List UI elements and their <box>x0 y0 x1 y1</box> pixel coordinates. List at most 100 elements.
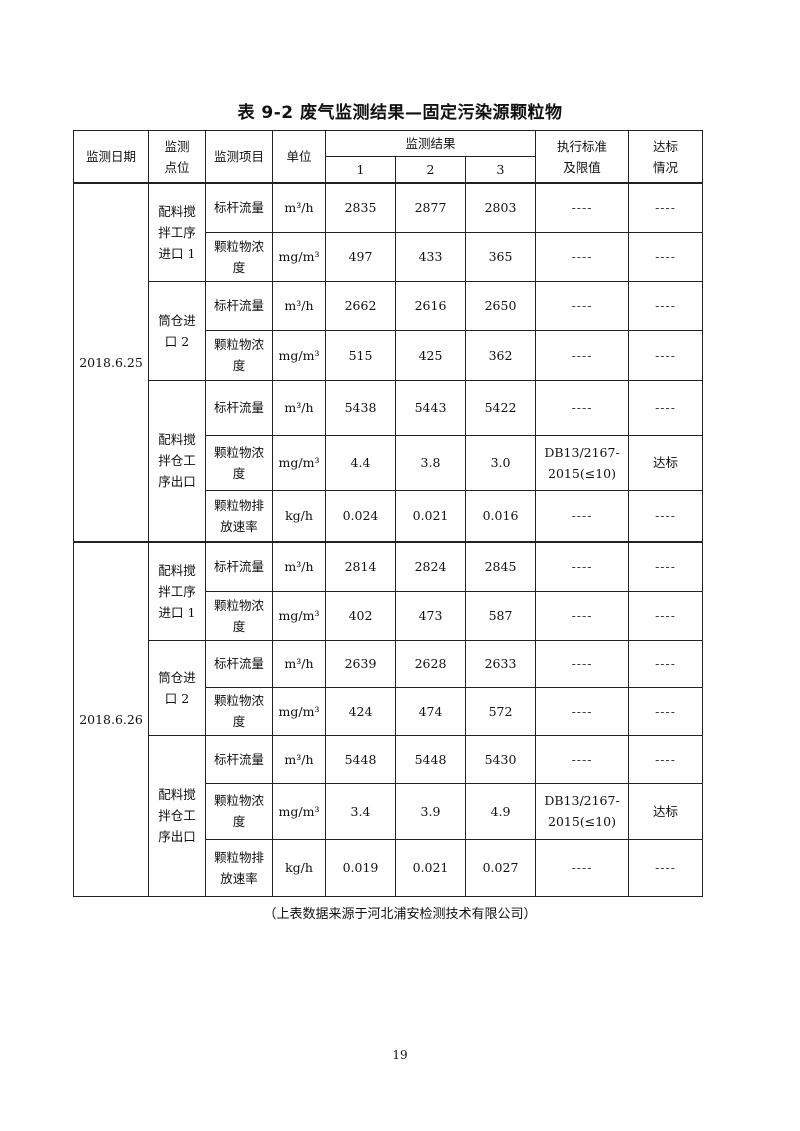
table-row: 颗粒物浓度 mg/m³ 515 425 362 ---- ---- <box>74 329 704 381</box>
value-cell-1: 497 <box>325 231 396 282</box>
value-cell-1: 5438 <box>325 379 396 436</box>
unit-cell: mg/m³ <box>272 782 326 840</box>
unit-cell: mg/m³ <box>272 434 326 491</box>
value-cell-1: 5448 <box>325 734 396 784</box>
standard-cell: ---- <box>535 639 630 688</box>
monitoring-results-table: 监测日期 监测点位 监测项目 单位 监测结果 执行标准及限值 达标情况 1 2 … <box>73 130 704 897</box>
value-cell-1: 4.4 <box>325 434 396 491</box>
point-cell: 筒仓进口 2 <box>148 280 206 381</box>
item-cell: 标杆流量 <box>205 280 273 331</box>
value-cell-3: 0.027 <box>464 838 537 897</box>
header-point: 监测点位 <box>148 130 206 184</box>
value-cell-1: 2639 <box>325 639 396 688</box>
compliance-cell: ---- <box>628 280 704 331</box>
value-cell-3: 0.016 <box>464 489 537 543</box>
unit-cell: m³/h <box>272 639 326 688</box>
item-cell: 颗粒物排放速率 <box>205 489 273 543</box>
compliance-cell: ---- <box>628 231 704 282</box>
compliance-cell: ---- <box>628 686 704 736</box>
compliance-cell: ---- <box>628 590 704 641</box>
item-cell: 颗粒物浓度 <box>205 686 273 736</box>
value-cell-2: 0.021 <box>395 838 466 897</box>
table-row: 2018.6.26 配料搅拌工序进口 1 标杆流量 m³/h 2814 2824 2845-… <box>73 541 704 897</box>
value-cell-3: 5430 <box>464 734 537 784</box>
value-cell-3: 365 <box>464 231 537 282</box>
standard-cell: ---- <box>535 590 630 641</box>
item-cell: 标杆流量 <box>205 541 273 592</box>
value-cell-2: 474 <box>395 686 466 736</box>
table-row: 颗粒物浓度 mg/m³ 4.4 3.8 3.0 DB13/2167-2015(≤10) 达标 <box>74 434 704 491</box>
point-cell: 配料搅拌工序进口 1 <box>148 541 206 641</box>
table-row: 颗粒物排放速率 kg/h 0.024 0.021 0.016 ---- ---- <box>74 489 704 543</box>
item-cell: 颗粒物浓度 <box>205 434 273 491</box>
table-row: 颗粒物浓度 mg/m³ 3.4 3.9 4.9 DB13/2167-2015(≤10) 达标 <box>74 782 704 840</box>
header-unit: 单位 <box>272 130 326 184</box>
table-row: 配料搅拌仓工序出口 标杆流量 m³/h 5438 5443 5422 ---- ---- <box>74 379 704 543</box>
header-run-1: 1 <box>325 156 396 184</box>
value-cell-3: 2633 <box>464 639 537 688</box>
value-cell-2: 5443 <box>395 379 466 436</box>
value-cell-2: 0.021 <box>395 489 466 543</box>
value-cell-2: 2628 <box>395 639 466 688</box>
point-cell: 筒仓进口 2 <box>148 639 206 736</box>
standard-cell: ---- <box>535 280 630 331</box>
value-cell-1: 424 <box>325 686 396 736</box>
standard-cell: ---- <box>535 686 630 736</box>
compliance-cell: ---- <box>628 379 704 436</box>
value-cell-2: 2877 <box>395 182 466 233</box>
unit-cell: m³/h <box>272 541 326 592</box>
item-cell: 颗粒物浓度 <box>205 590 273 641</box>
table-title: 表 9-2 废气监测结果—固定污染源颗粒物 <box>237 103 563 123</box>
item-cell: 标杆流量 <box>205 734 273 784</box>
page-number: 19 <box>392 1048 408 1062</box>
value-cell-2: 433 <box>395 231 466 282</box>
item-cell: 标杆流量 <box>205 379 273 436</box>
value-cell-2: 2824 <box>395 541 466 592</box>
header-standard: 执行标准及限值 <box>535 130 630 184</box>
standard-cell: ---- <box>535 541 630 592</box>
point-cell: 配料搅拌工序进口 1 <box>148 182 206 282</box>
item-cell: 颗粒物浓度 <box>205 231 273 282</box>
unit-cell: kg/h <box>272 838 326 897</box>
item-cell: 颗粒物浓度 <box>205 329 273 381</box>
compliance-cell: ---- <box>628 734 704 784</box>
value-cell-1: 2835 <box>325 182 396 233</box>
unit-cell: m³/h <box>272 182 326 233</box>
item-cell: 标杆流量 <box>205 639 273 688</box>
standard-cell: ---- <box>535 329 630 381</box>
standard-cell: ---- <box>535 231 630 282</box>
compliance-cell: ---- <box>628 182 704 233</box>
unit-cell: m³/h <box>272 379 326 436</box>
unit-cell: kg/h <box>272 489 326 543</box>
date-cell: 2018.6.26 <box>73 541 149 897</box>
table-row: 筒仓进口 2 标杆流量 m³/h 2639 2628 2633 ---- ---- <box>74 639 704 736</box>
value-cell-1: 3.4 <box>325 782 396 840</box>
standard-cell: ---- <box>535 838 630 897</box>
unit-cell: mg/m³ <box>272 329 326 381</box>
value-cell-3: 362 <box>464 329 537 381</box>
unit-cell: mg/m³ <box>272 590 326 641</box>
standard-cell: ---- <box>535 489 630 543</box>
compliance-cell: ---- <box>628 838 704 897</box>
value-cell-2: 473 <box>395 590 466 641</box>
value-cell-1: 2814 <box>325 541 396 592</box>
point-cell: 配料搅拌仓工序出口 <box>148 734 206 897</box>
standard-cell: ---- <box>535 182 630 233</box>
item-cell: 标杆流量 <box>205 182 273 233</box>
unit-cell: mg/m³ <box>272 231 326 282</box>
compliance-cell: ---- <box>628 541 704 592</box>
point-cell: 配料搅拌仓工序出口 <box>148 379 206 543</box>
value-cell-3: 3.0 <box>464 434 537 491</box>
value-cell-3: 2650 <box>464 280 537 331</box>
unit-cell: m³/h <box>272 734 326 784</box>
value-cell-3: 2803 <box>464 182 537 233</box>
value-cell-2: 3.9 <box>395 782 466 840</box>
value-cell-1: 2662 <box>325 280 396 331</box>
item-cell: 颗粒物浓度 <box>205 782 273 840</box>
value-cell-2: 425 <box>395 329 466 381</box>
value-cell-3: 572 <box>464 686 537 736</box>
compliance-cell: 达标 <box>628 782 704 840</box>
unit-cell: m³/h <box>272 280 326 331</box>
table-row: 颗粒物浓度 mg/m³ 497 433 365 ---- ---- <box>74 231 704 282</box>
item-cell: 颗粒物排放速率 <box>205 838 273 897</box>
